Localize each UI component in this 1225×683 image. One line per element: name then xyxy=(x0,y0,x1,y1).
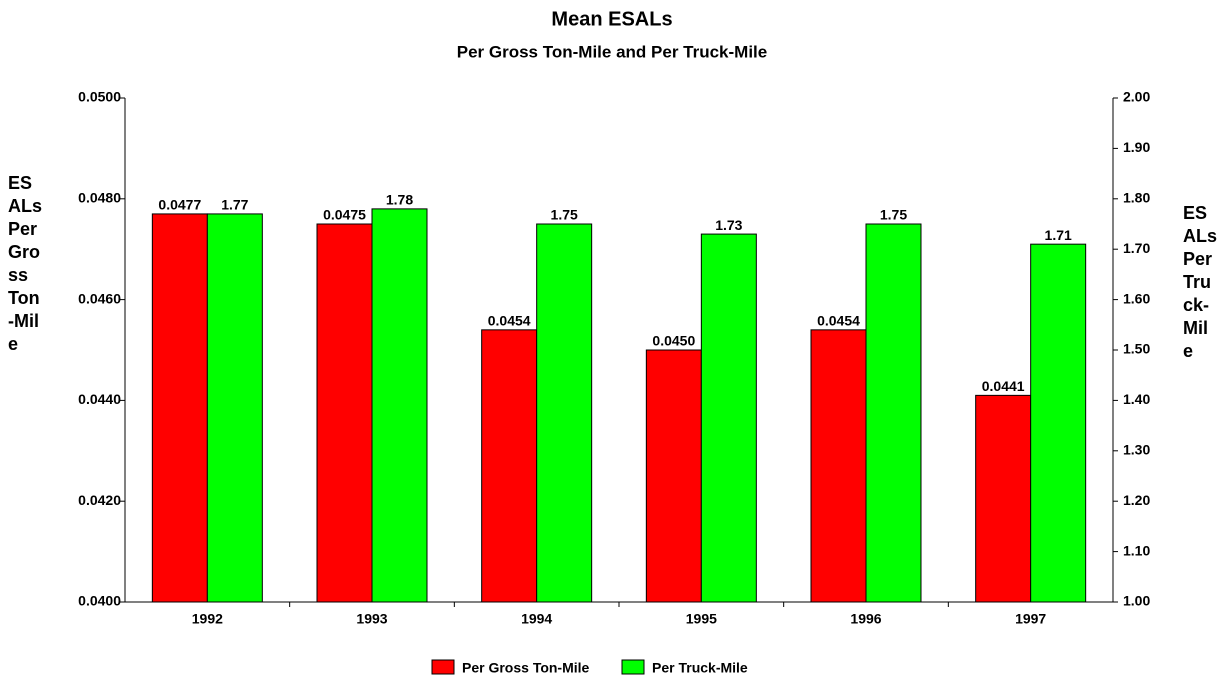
value-label: 0.0441 xyxy=(982,378,1025,394)
value-label: 0.0450 xyxy=(652,333,695,349)
legend-swatch xyxy=(431,659,455,675)
y2-tick-label: 1.60 xyxy=(1123,290,1150,306)
y2-tick-label: 2.00 xyxy=(1123,89,1150,105)
y2-axis-title: ESALs Per Truck-Mile xyxy=(1183,203,1218,361)
y2-tick-label: 1.00 xyxy=(1123,593,1150,609)
bar xyxy=(206,213,263,603)
value-label: 0.0477 xyxy=(158,197,201,213)
y2-tick-label: 1.50 xyxy=(1123,341,1150,357)
x-tick-label: 1992 xyxy=(192,611,223,627)
bar xyxy=(481,329,538,603)
value-label: 1.78 xyxy=(386,192,413,208)
y2-tick-label: 1.80 xyxy=(1123,190,1150,206)
value-label: 1.77 xyxy=(221,197,248,213)
chart-title: Mean ESALs xyxy=(551,8,672,30)
y2-tick-label: 1.20 xyxy=(1123,492,1150,508)
y-tick-label: 0.0480 xyxy=(78,190,121,206)
y-tick-label: 0.0420 xyxy=(78,492,121,508)
bar xyxy=(810,329,867,603)
value-label: 0.0454 xyxy=(488,313,531,329)
x-tick-label: 1994 xyxy=(521,611,552,627)
legend-swatch xyxy=(621,659,645,675)
value-label: 0.0475 xyxy=(323,207,366,223)
bar xyxy=(700,233,757,603)
bar xyxy=(151,213,208,603)
x-tick-label: 1996 xyxy=(850,611,881,627)
x-tick-label: 1995 xyxy=(686,611,717,627)
value-label: 0.0454 xyxy=(817,313,860,329)
y-tick-label: 0.0400 xyxy=(78,593,121,609)
bar xyxy=(536,223,593,603)
y2-tick-label: 1.90 xyxy=(1123,139,1150,155)
value-label: 1.73 xyxy=(715,217,742,233)
value-label: 1.75 xyxy=(880,207,907,223)
bar xyxy=(316,223,373,603)
bar xyxy=(865,223,922,603)
chart-subtitle: Per Gross Ton-Mile and Per Truck-Mile xyxy=(457,42,767,61)
value-label: 1.75 xyxy=(551,207,578,223)
y2-tick-label: 1.10 xyxy=(1123,542,1150,558)
y2-tick-label: 1.70 xyxy=(1123,240,1150,256)
y2-tick-label: 1.40 xyxy=(1123,391,1150,407)
y2-tick-label: 1.30 xyxy=(1123,442,1150,458)
legend-label: Per Truck-Mile xyxy=(652,660,748,676)
bar xyxy=(645,349,702,603)
bar xyxy=(371,208,428,603)
value-label: 1.71 xyxy=(1045,227,1072,243)
y-axis-title: ESALs Per Gross Ton-Mile xyxy=(8,173,43,354)
bar xyxy=(975,394,1032,603)
y-tick-label: 0.0500 xyxy=(78,89,121,105)
legend-label: Per Gross Ton-Mile xyxy=(462,660,590,676)
y-tick-label: 0.0460 xyxy=(78,290,121,306)
x-tick-label: 1993 xyxy=(356,611,387,627)
bar xyxy=(1030,243,1087,603)
x-tick-label: 1997 xyxy=(1015,611,1046,627)
y-tick-label: 0.0440 xyxy=(78,391,121,407)
